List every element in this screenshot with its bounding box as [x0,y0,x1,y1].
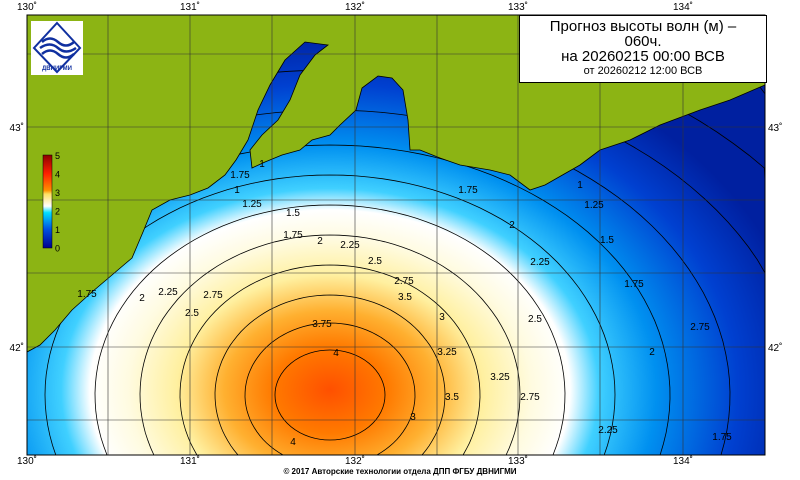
contour-label: 1.5 [600,235,614,246]
wave-height-contour [94,204,566,455]
longitude-tick-label: 130˚ [17,455,37,467]
longitude-tick-label: 130˚ [17,1,37,13]
wave-height-contour [139,234,521,455]
contour-label: 2.5 [185,308,199,319]
contour-label: 1.75 [712,432,732,443]
wave-height-contour [27,144,671,455]
title-line-1: Прогноз высоты волн (м) – [549,18,737,35]
contour-label: 4 [290,437,296,448]
contour-label: 2.25 [340,240,360,251]
contour-label: 1.75 [77,289,97,300]
contour-label: 2.75 [394,276,414,287]
contour-label: 1.75 [624,279,644,290]
contour-label: 2.75 [520,392,540,403]
longitude-tick-label: 131˚ [180,455,200,467]
colorbar-label: 0 [55,244,60,254]
latitude-tick-label: 43˚ [768,122,782,134]
title-line-2: 060ч. [624,33,662,50]
contour-label: 2.5 [528,314,542,325]
contour-label: 2.25 [158,287,178,298]
colorbar-label: 1 [55,225,60,235]
forecast-issue-time: от 20260212 12:00 ВСВ [583,65,703,77]
contour-label: 3.25 [437,347,457,358]
colorbar-label: 5 [55,151,60,161]
contour-label: 1.25 [584,200,604,211]
contour-label: 1 [577,180,583,191]
contour-label: 1.75 [230,170,250,181]
contour-label: 2 [509,220,515,231]
latitude-tick-label: 42˚ [768,342,782,354]
wave-height-contour [244,322,416,455]
land-mass [27,15,765,353]
contour-label: 2.5 [368,256,382,267]
svg-text:ДВНИГМИ: ДВНИГМИ [42,66,72,72]
contour-label: 3.5 [398,292,412,303]
wave-height-contour [274,349,386,441]
colorbar-label: 3 [55,188,60,198]
longitude-tick-label: 131˚ [180,1,200,13]
longitude-tick-label: 134˚ [673,1,693,13]
contour-label: 2 [649,347,655,358]
axis-ticks: 130˚ 130˚ 131˚ 131˚ 132˚ 132˚ 133˚ 133˚ 134˚ 134˚… [10,1,783,467]
contour-label: 2.75 [203,290,223,301]
contour-label: 2.25 [530,257,550,268]
contour-label: 3 [410,412,416,423]
contour-label: 3 [439,312,445,323]
title-box: Прогноз высоты волн (м) – 060ч. на 20260… [519,15,767,83]
contour-label: 2.75 [690,322,710,333]
contour-label: 1.75 [458,185,478,196]
colorbar [42,154,53,249]
copyright-footer: © 2017 Авторские технологии отдела ДПП Ф… [283,467,517,476]
contour-label: 3.75 [312,319,332,330]
latitude-tick-label: 42˚ [10,342,24,354]
dvnigmi-logo: ДВНИГМИ [31,21,83,75]
contour-label: 1.25 [242,199,262,210]
longitude-tick-label: 133˚ [508,1,528,13]
contour-label: 2 [317,236,323,247]
longitude-tick-label: 132˚ [345,1,365,13]
contour-label: 2 [139,293,145,304]
colorbar-label: 2 [55,207,60,217]
colorbar-label: 4 [55,170,60,180]
contour-label: 2.25 [598,425,618,436]
longitude-tick-label: 134˚ [673,455,693,467]
wave-height-contour [179,264,481,455]
contour-label: 3.5 [445,392,459,403]
contour-label: 1.5 [286,208,300,219]
contour-label: 1 [259,159,265,170]
forecast-valid-time: на 20260215 00:00 ВСВ [561,48,725,65]
contour-label: 3.25 [490,372,510,383]
wave-height-contour [214,294,446,455]
colorbar-labels: 5 4 3 2 1 0 [55,151,60,254]
contour-label: 1.75 [283,230,303,241]
longitude-tick-label: 132˚ [345,455,365,467]
longitude-tick-label: 133˚ [508,455,528,467]
contour-label: 4 [333,348,339,359]
latitude-tick-label: 43˚ [10,122,24,134]
contour-label: 1 [234,185,240,196]
